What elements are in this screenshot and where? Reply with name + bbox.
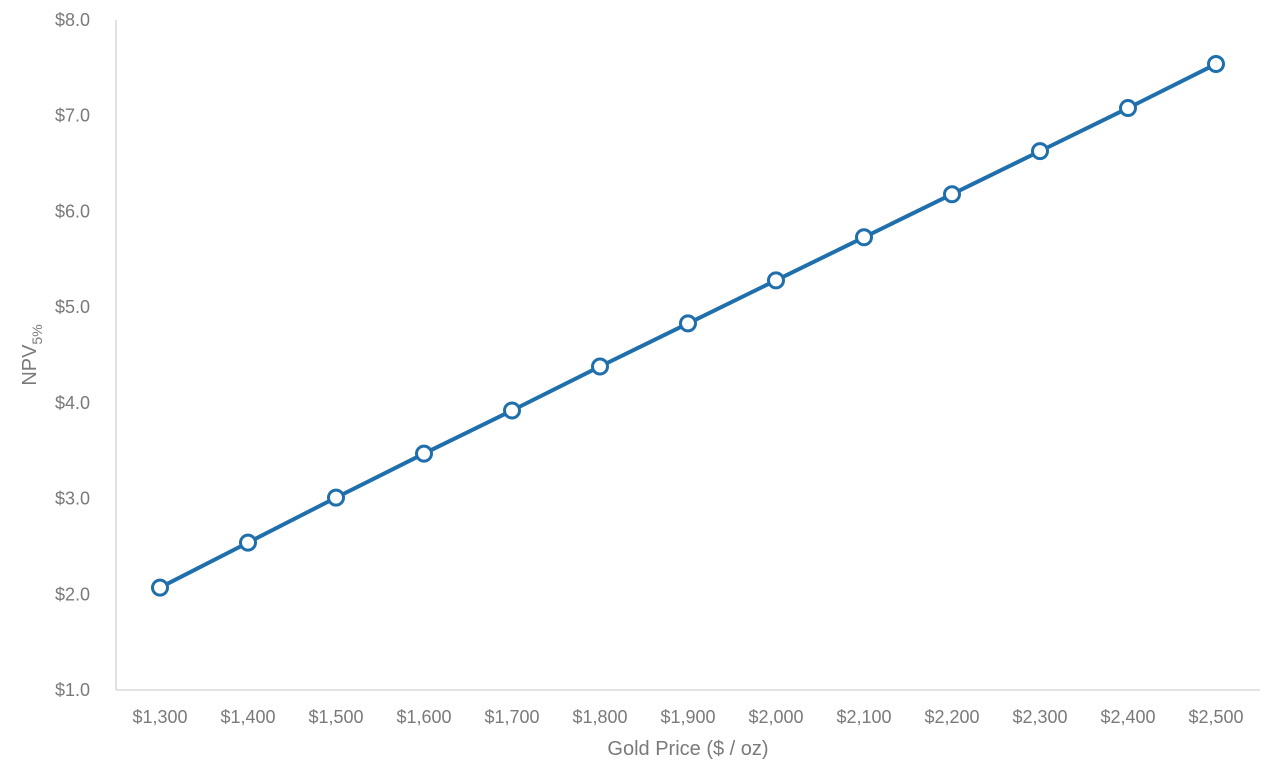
x-tick-label: $2,100: [836, 707, 891, 727]
y-tick-label: $8.0: [55, 10, 90, 30]
x-tick-label: $1,500: [308, 707, 363, 727]
data-point: [503, 401, 521, 420]
x-tick-label: $1,600: [396, 707, 451, 727]
x-tick-label: $1,800: [572, 707, 627, 727]
x-tick-label: $2,300: [1012, 707, 1067, 727]
y-tick-label: $3.0: [55, 489, 90, 509]
data-point: [1119, 99, 1137, 118]
data-point: [591, 357, 609, 376]
y-tick-label: $1.0: [55, 680, 90, 700]
x-tick-label: $1,700: [484, 707, 539, 727]
y-tick-label: $6.0: [55, 201, 90, 221]
y-axis-title-subscript: 5%: [29, 324, 45, 344]
data-point: [151, 578, 169, 597]
y-tick-labels: $1.0 $2.0 $3.0 $4.0 $5.0 $6.0 $7.0 $8.0: [55, 10, 90, 700]
data-point: [679, 314, 697, 333]
y-tick-label: $5.0: [55, 297, 90, 317]
x-tick-label: $1,900: [660, 707, 715, 727]
data-point: [1031, 142, 1049, 161]
x-tick-label: $2,200: [924, 707, 979, 727]
data-point: [415, 444, 433, 463]
x-tick-labels: $1,300 $1,400 $1,500 $1,600 $1,700 $1,800 $1,9…: [132, 707, 1243, 727]
data-point: [239, 533, 257, 552]
data-point: [943, 185, 961, 204]
y-tick-label: $7.0: [55, 106, 90, 126]
x-axis-title: Gold Price ($ / oz): [607, 738, 768, 760]
data-point: [767, 271, 785, 290]
y-tick-label: $4.0: [55, 393, 90, 413]
series-layer: [151, 55, 1225, 597]
x-tick-label: $1,400: [220, 707, 275, 727]
y-axis-title-main: NPV: [19, 344, 41, 386]
x-tick-label: $2,500: [1188, 707, 1243, 727]
x-tick-label: $1,300: [132, 707, 187, 727]
data-point: [327, 488, 345, 507]
x-tick-label: $2,000: [748, 707, 803, 727]
data-point: [1207, 55, 1225, 74]
y-axis-title: NPV5%: [19, 324, 45, 385]
data-point: [855, 228, 873, 247]
x-tick-label: $2,400: [1100, 707, 1155, 727]
y-tick-label: $2.0: [55, 584, 90, 604]
